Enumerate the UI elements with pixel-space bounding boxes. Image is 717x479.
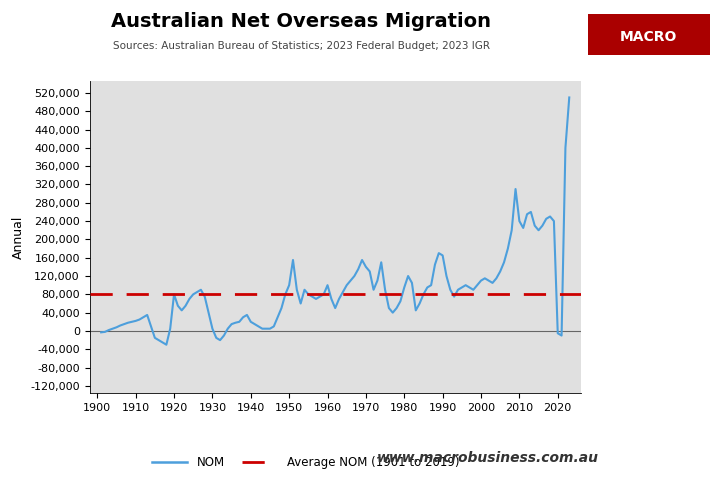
Bar bbox=[588, 14, 710, 55]
Text: www.macrobusiness.com.au: www.macrobusiness.com.au bbox=[376, 451, 599, 465]
Text: Australian Net Overseas Migration: Australian Net Overseas Migration bbox=[111, 12, 491, 31]
Text: BUSINESS: BUSINESS bbox=[618, 68, 680, 78]
Legend: NOM, Average NOM (1901 to 2019): NOM, Average NOM (1901 to 2019) bbox=[147, 452, 465, 474]
Text: MACRO: MACRO bbox=[620, 30, 678, 44]
Text: Sources: Australian Bureau of Statistics; 2023 Federal Budget; 2023 IGR: Sources: Australian Bureau of Statistics… bbox=[113, 41, 490, 51]
Y-axis label: Annual: Annual bbox=[11, 216, 24, 259]
